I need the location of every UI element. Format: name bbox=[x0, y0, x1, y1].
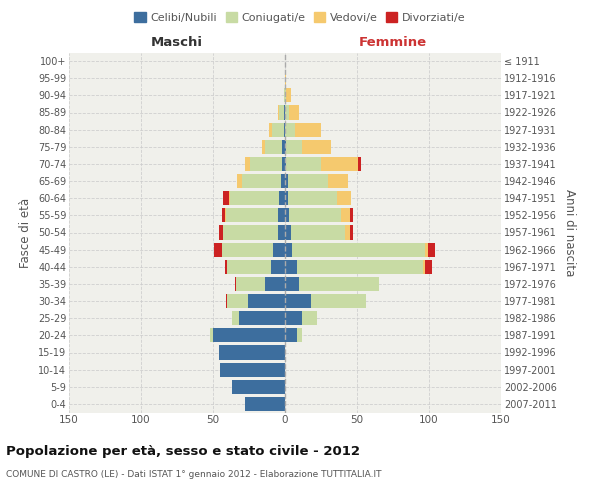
Bar bbox=[269, 122, 272, 136]
Bar bbox=[229, 191, 230, 205]
Bar bbox=[346, 226, 350, 239]
Bar bbox=[265, 140, 282, 154]
Bar bbox=[299, 277, 379, 291]
Bar bbox=[230, 191, 279, 205]
Text: Femmine: Femmine bbox=[359, 36, 427, 49]
Bar bbox=[425, 260, 432, 274]
Bar bbox=[285, 260, 296, 274]
Bar bbox=[350, 226, 353, 239]
Bar bbox=[220, 362, 285, 376]
Bar bbox=[285, 106, 289, 120]
Bar bbox=[272, 122, 284, 136]
Bar bbox=[235, 277, 236, 291]
Bar bbox=[285, 242, 292, 256]
Bar bbox=[285, 328, 296, 342]
Bar bbox=[210, 328, 213, 342]
Bar bbox=[428, 242, 435, 256]
Bar bbox=[288, 191, 337, 205]
Bar bbox=[224, 208, 226, 222]
Bar bbox=[285, 191, 288, 205]
Bar bbox=[239, 311, 285, 325]
Bar bbox=[285, 140, 286, 154]
Bar bbox=[295, 122, 321, 136]
Bar bbox=[242, 174, 281, 188]
Bar bbox=[271, 260, 285, 274]
Bar bbox=[278, 208, 285, 222]
Y-axis label: Anni di nascita: Anni di nascita bbox=[563, 189, 576, 276]
Bar bbox=[296, 328, 302, 342]
Bar bbox=[248, 294, 285, 308]
Bar bbox=[321, 157, 358, 171]
Bar bbox=[232, 380, 285, 394]
Bar bbox=[279, 106, 284, 120]
Text: Popolazione per età, sesso e stato civile - 2012: Popolazione per età, sesso e stato civil… bbox=[6, 445, 360, 458]
Bar bbox=[285, 122, 295, 136]
Bar bbox=[286, 88, 291, 102]
Bar bbox=[214, 242, 221, 256]
Bar bbox=[226, 208, 278, 222]
Bar bbox=[245, 157, 250, 171]
Bar bbox=[337, 191, 351, 205]
Bar bbox=[281, 174, 285, 188]
Bar bbox=[221, 242, 274, 256]
Bar bbox=[358, 157, 361, 171]
Bar bbox=[289, 208, 341, 222]
Bar bbox=[285, 71, 286, 85]
Bar bbox=[286, 140, 302, 154]
Bar bbox=[284, 122, 285, 136]
Text: COMUNE DI CASTRO (LE) - Dati ISTAT 1° gennaio 2012 - Elaborazione TUTTITALIA.IT: COMUNE DI CASTRO (LE) - Dati ISTAT 1° ge… bbox=[6, 470, 382, 479]
Bar bbox=[311, 294, 365, 308]
Bar bbox=[284, 106, 285, 120]
Bar bbox=[341, 208, 350, 222]
Y-axis label: Fasce di età: Fasce di età bbox=[19, 198, 32, 268]
Bar bbox=[285, 226, 291, 239]
Bar bbox=[274, 242, 285, 256]
Text: Maschi: Maschi bbox=[151, 36, 203, 49]
Bar bbox=[227, 260, 271, 274]
Bar bbox=[221, 208, 224, 222]
Bar bbox=[223, 226, 278, 239]
Bar bbox=[226, 294, 227, 308]
Bar bbox=[285, 277, 299, 291]
Bar bbox=[213, 328, 285, 342]
Bar bbox=[328, 174, 349, 188]
Bar bbox=[285, 88, 286, 102]
Bar bbox=[302, 311, 317, 325]
Bar bbox=[223, 191, 229, 205]
Bar bbox=[219, 226, 223, 239]
Bar bbox=[238, 174, 242, 188]
Legend: Celibi/Nubili, Coniugati/e, Vedovi/e, Divorziati/e: Celibi/Nubili, Coniugati/e, Vedovi/e, Di… bbox=[130, 8, 470, 28]
Bar bbox=[285, 294, 311, 308]
Bar bbox=[282, 157, 285, 171]
Bar bbox=[350, 208, 353, 222]
Bar bbox=[296, 260, 423, 274]
Bar bbox=[289, 106, 299, 120]
Bar bbox=[285, 174, 288, 188]
Bar bbox=[250, 157, 282, 171]
Bar bbox=[224, 260, 227, 274]
Bar bbox=[219, 346, 285, 360]
Bar bbox=[423, 260, 425, 274]
Bar bbox=[302, 140, 331, 154]
Bar bbox=[236, 277, 265, 291]
Bar bbox=[285, 311, 302, 325]
Bar bbox=[232, 311, 239, 325]
Bar bbox=[265, 277, 285, 291]
Bar bbox=[285, 208, 289, 222]
Bar bbox=[285, 157, 286, 171]
Bar bbox=[227, 294, 248, 308]
Bar bbox=[425, 242, 428, 256]
Bar bbox=[245, 397, 285, 411]
Bar bbox=[262, 140, 265, 154]
Bar bbox=[278, 226, 285, 239]
Bar bbox=[282, 140, 285, 154]
Bar bbox=[291, 226, 346, 239]
Bar bbox=[279, 191, 285, 205]
Bar bbox=[278, 106, 279, 120]
Bar bbox=[288, 174, 328, 188]
Bar bbox=[284, 88, 285, 102]
Bar bbox=[292, 242, 425, 256]
Bar bbox=[286, 157, 321, 171]
